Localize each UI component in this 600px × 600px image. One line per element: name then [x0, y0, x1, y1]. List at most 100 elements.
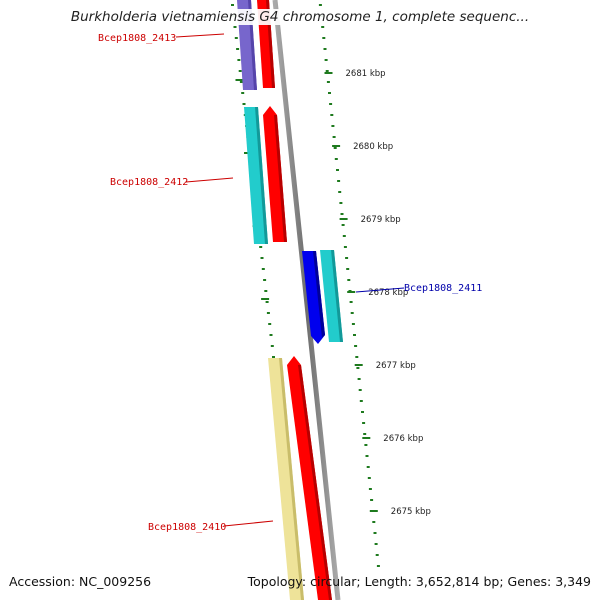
- minor-tick-left: [263, 279, 267, 281]
- minor-tick-right: [359, 400, 363, 402]
- gene-2412-label[interactable]: Bcep1808_2412: [110, 177, 188, 188]
- minor-tick-right: [337, 180, 341, 182]
- minor-tick-right: [370, 499, 374, 501]
- minor-tick-right: [368, 488, 372, 490]
- minor-tick-right: [375, 554, 379, 556]
- gene-2411-feature-box-shade: [331, 250, 343, 342]
- gene-bcep1808-2410[interactable]: Bcep1808_2410: [148, 356, 332, 600]
- major-tick: [339, 218, 348, 220]
- minor-tick-right: [332, 136, 336, 138]
- minor-tick-left: [268, 323, 272, 325]
- tick-label: 2679 kbp: [361, 215, 401, 225]
- minor-tick-right: [329, 103, 333, 105]
- minor-tick-right: [339, 202, 343, 204]
- minor-tick-left: [269, 334, 273, 336]
- tick-label: 2677 kbp: [376, 361, 416, 371]
- minor-tick-left: [241, 92, 245, 94]
- minor-tick-right: [338, 191, 342, 193]
- gene-2413-label[interactable]: Bcep1808_2413: [98, 33, 176, 44]
- gene-2412-feature-box[interactable]: [244, 107, 268, 244]
- minor-tick-left: [259, 246, 263, 248]
- minor-tick-left: [233, 26, 237, 28]
- minor-tick-right: [364, 444, 368, 446]
- major-tick: [332, 145, 341, 147]
- minor-tick-right: [363, 433, 367, 435]
- gene-2411-label-leader: [355, 287, 405, 293]
- minor-tick-right: [326, 81, 330, 83]
- minor-tick-left: [265, 301, 269, 303]
- minor-tick-right: [333, 147, 337, 149]
- tick-label: 2681 kbp: [346, 69, 386, 79]
- major-tick: [369, 510, 378, 512]
- gene-bcep1808-2412[interactable]: Bcep1808_2412: [110, 106, 287, 244]
- minor-tick-right: [373, 532, 377, 534]
- gene-2410-label-leader: [223, 520, 274, 527]
- minor-tick-right: [366, 466, 370, 468]
- gene-2412-strand-arrow[interactable]: [263, 106, 287, 242]
- minor-tick-right: [361, 411, 364, 413]
- minor-tick-right: [341, 224, 345, 226]
- minor-tick-left: [236, 48, 240, 50]
- minor-tick-right: [343, 246, 347, 248]
- gene-2410-strand-arrow-shade: [298, 365, 332, 600]
- minor-tick-right: [356, 367, 360, 369]
- minor-tick-left: [237, 59, 241, 61]
- minor-tick-right: [340, 213, 344, 215]
- genome-backbone: [272, 0, 341, 600]
- minor-tick-right: [357, 378, 361, 380]
- major-tick: [235, 79, 244, 81]
- minor-tick-right: [318, 4, 322, 6]
- minor-tick-left: [239, 81, 243, 83]
- tick-label: 2675 kbp: [391, 507, 431, 517]
- minor-tick-right: [376, 565, 380, 567]
- minor-tick-right: [367, 477, 371, 479]
- gene-2412-label-leader: [185, 177, 234, 183]
- minor-tick-right: [346, 268, 350, 270]
- minor-tick-right: [336, 169, 339, 171]
- minor-tick-left: [231, 4, 234, 6]
- minor-tick-right: [330, 114, 334, 116]
- minor-tick-left: [266, 312, 270, 314]
- sequence-title: Burkholderia vietnamiensis G4 chromosome…: [0, 9, 600, 25]
- gene-2410-strand-arrow[interactable]: [287, 356, 332, 600]
- minor-tick-right: [322, 37, 326, 39]
- minor-tick-left: [270, 345, 274, 347]
- minor-tick-right: [374, 543, 378, 545]
- gene-bcep1808-2411[interactable]: Bcep1808_2411: [302, 250, 482, 344]
- minor-tick-right: [362, 422, 366, 424]
- scale-ticks: 2681 kbp 2680 kbp 2679 kbp 2678 kbp 2677 kbp…: [231, 4, 431, 567]
- sequence-title-text: Burkholderia vietnamiensis G4 chromosome…: [67, 9, 533, 25]
- minor-tick-right: [323, 48, 327, 50]
- major-tick: [347, 291, 356, 293]
- minor-tick-left: [264, 290, 268, 292]
- minor-tick-right: [353, 334, 356, 336]
- gene-2411-strand-arrow-shade: [313, 251, 325, 338]
- major-tick: [324, 72, 333, 74]
- minor-tick-right: [342, 235, 346, 237]
- tick-label: 2676 kbp: [383, 434, 423, 444]
- gene-2411-label[interactable]: Bcep1808_2411: [404, 283, 482, 294]
- minor-tick-right: [351, 323, 355, 325]
- gene-2410-feature-box-shade: [279, 358, 304, 600]
- minor-tick-right: [325, 70, 329, 72]
- gene-2411-feature-box[interactable]: [320, 250, 343, 342]
- gene-2410-label[interactable]: Bcep1808_2410: [148, 522, 226, 533]
- minor-tick-right: [321, 26, 325, 28]
- minor-tick-right: [358, 389, 362, 391]
- major-tick: [261, 298, 270, 300]
- minor-tick-right: [324, 59, 328, 61]
- gene-2411-strand-arrow[interactable]: [302, 251, 325, 344]
- minor-tick-left: [238, 70, 242, 72]
- gene-2412-strand-arrow-shade: [274, 115, 287, 242]
- minor-tick-left: [242, 103, 246, 105]
- major-tick: [362, 437, 371, 439]
- minor-tick-right: [349, 301, 353, 303]
- minor-tick-left: [260, 257, 264, 259]
- gene-2413-label-leader: [175, 33, 225, 38]
- minor-tick-right: [347, 279, 351, 281]
- minor-tick-left: [272, 356, 275, 358]
- gene-2410-feature-box[interactable]: [268, 358, 304, 600]
- tick-label: 2678 kbp: [368, 288, 408, 298]
